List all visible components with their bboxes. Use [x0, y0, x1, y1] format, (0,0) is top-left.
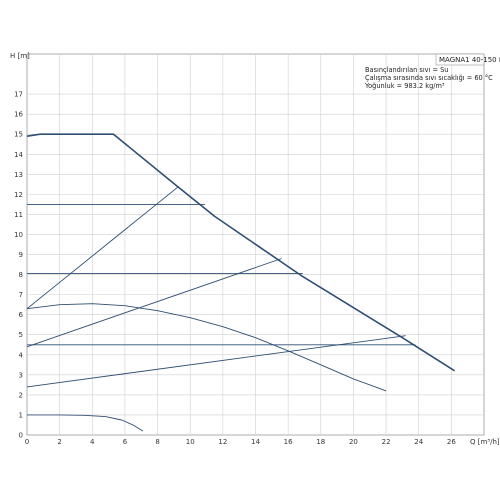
y-tick-label: 17 — [14, 91, 23, 99]
y-tick-label: 5 — [19, 331, 23, 339]
y-tick-label: 6 — [19, 311, 24, 319]
y-tick-label: 4 — [19, 351, 24, 359]
x-tick-label: 0 — [25, 438, 29, 446]
series-line-8 — [26, 303, 387, 392]
series-line-9 — [27, 414, 144, 432]
x-tick-label: 14 — [251, 438, 260, 446]
x-tick-label: 2 — [57, 438, 61, 446]
annotation-density: Yoğunluk = 983.2 kg/m³ — [364, 82, 445, 90]
title-box — [435, 53, 485, 66]
series-line-5 — [26, 185, 180, 310]
y-tick-label: 16 — [14, 111, 23, 119]
annotation-fluid: Basınçlandırılan sıvı = Su — [365, 66, 448, 74]
x-tick-label: 4 — [90, 438, 95, 446]
x-tick-label: 12 — [218, 438, 227, 446]
y-tick-label: 10 — [14, 231, 23, 239]
y-tick-label: 8 — [19, 271, 23, 279]
series-line-7 — [26, 335, 406, 388]
y-tick-label: 9 — [19, 251, 23, 259]
y-tick-label: 3 — [19, 371, 23, 379]
series-line-6 — [26, 258, 282, 348]
x-tick-label: 6 — [123, 438, 128, 446]
y-tick-label: 1 — [19, 411, 23, 419]
series-line-1 — [26, 133, 456, 372]
series-group — [26, 133, 456, 432]
grid — [27, 54, 484, 435]
x-tick-label: 26 — [447, 438, 456, 446]
x-tick-label: 8 — [155, 438, 159, 446]
x-tick-label: 16 — [284, 438, 293, 446]
x-tick-label: 22 — [382, 438, 391, 446]
y-tick-label: 13 — [14, 171, 23, 179]
y-tick-label: 12 — [14, 191, 23, 199]
x-tick-label: 20 — [349, 438, 358, 446]
annotation-temperature: Çalışma sırasında sıvı sıcaklığı = 60 °C — [365, 74, 493, 82]
chart-title: MAGNA1 40-150 F — [439, 56, 500, 64]
y-axis-title: H [m] — [10, 52, 30, 60]
y-tick-label: 11 — [14, 211, 23, 219]
y-tick-label: 7 — [19, 291, 23, 299]
x-tick-label: 24 — [414, 438, 423, 446]
x-tick-labels: 0 2 4 6 8 10 12 14 16 18 20 22 24 26 — [25, 438, 457, 446]
x-tick-label: 10 — [186, 438, 195, 446]
y-tick-label: 15 — [14, 131, 23, 139]
y-tick-label: 2 — [19, 391, 23, 399]
y-tick-label: 0 — [19, 432, 23, 440]
x-tick-label: 18 — [316, 438, 325, 446]
y-tick-label: 14 — [14, 151, 23, 159]
x-axis-title: Q [m³/h] — [470, 438, 500, 446]
